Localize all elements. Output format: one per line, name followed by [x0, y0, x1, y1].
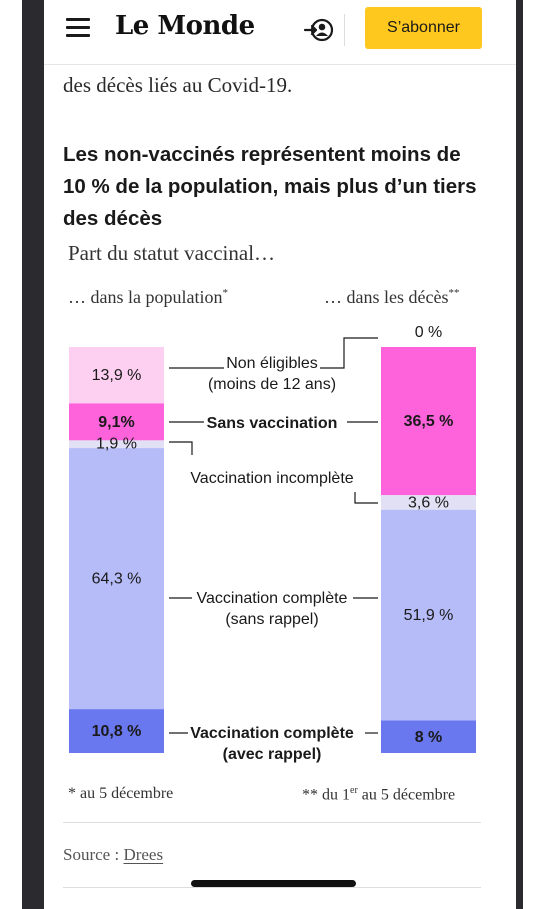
value-label-0-2: 1,9 %: [96, 435, 137, 452]
source-link[interactable]: Drees: [123, 845, 164, 864]
legend-label-3-1: (sans rappel): [225, 611, 318, 628]
connector-right-0: [320, 337, 378, 369]
chart-title: Les non-vaccinés représentent moins de 1…: [63, 143, 477, 230]
bar-segment-0-4: [69, 709, 164, 753]
stacked-bar-chart: 13,9 % 0 % 9,1% 36,5 % 1,9 % 3,6 % 64,3 % 51,9 …: [69, 324, 476, 763]
value-label-0-0: 13,9 %: [92, 367, 142, 384]
legend-label-2-0: Vaccination incomplète: [190, 470, 353, 487]
bar-segment-1-1: [381, 347, 476, 496]
home-indicator[interactable]: [191, 880, 356, 887]
source-separator: [63, 822, 481, 823]
connector-left-2: [169, 441, 193, 455]
source-line: Source : Drees: [63, 845, 164, 864]
connector-right-2: [354, 492, 378, 504]
screen-edge-right: [523, 0, 538, 909]
value-label-1-0: 0 %: [415, 324, 443, 341]
column-label-deaths: … dans les décès**: [324, 287, 460, 307]
legend-label-4-0: Vaccination complète: [190, 725, 354, 742]
chart-subtitle: Part du statut vaccinal…: [68, 241, 276, 265]
bar-segment-0-2: [69, 440, 164, 449]
footnote-deaths: ** du 1er au 5 décembre: [302, 785, 456, 804]
bottom-separator: [63, 887, 481, 888]
article-page: Le Monde S’abonner des décès liés au Cov…: [44, 0, 516, 909]
value-label-0-3: 64,3 %: [92, 571, 142, 588]
top-navigation-bar: Le Monde S’abonner: [44, 0, 516, 65]
legend-label-0-0: Non éligibles: [226, 355, 318, 372]
legend-label-4-1: (avec rappel): [223, 746, 322, 763]
legend-label-3-0: Vaccination complète: [197, 590, 348, 607]
legend-label-1-0: Sans vaccination: [207, 415, 338, 432]
header-divider: [344, 14, 345, 46]
bar-segment-1-3: [381, 509, 476, 721]
value-label-0-1: 9,1%: [98, 414, 134, 431]
value-label-1-2: 3,6 %: [408, 494, 449, 511]
menu-icon[interactable]: [66, 18, 90, 37]
column-label-population: … dans la population*: [68, 287, 228, 307]
previous-paragraph-text: des décès liés au Covid-19.: [63, 73, 293, 97]
bar-segment-1-4: [381, 720, 476, 753]
value-label-1-1: 36,5 %: [404, 413, 454, 430]
bar-segment-0-0: [69, 347, 164, 404]
bar-segment-0-3: [69, 448, 164, 710]
value-label-1-4: 8 %: [415, 729, 443, 746]
screen-edge-left: [0, 0, 22, 909]
footnote-population: * au 5 décembre: [68, 785, 174, 802]
site-logo[interactable]: Le Monde: [115, 11, 255, 41]
value-label-1-3: 51,9 %: [404, 607, 454, 624]
bar-segment-1-2: [381, 495, 476, 510]
bar-segment-0-1: [69, 403, 164, 441]
account-login-icon[interactable]: [303, 14, 335, 46]
subscribe-button[interactable]: S’abonner: [365, 7, 482, 49]
legend-label-0-1: (moins de 12 ans): [208, 376, 336, 393]
value-label-0-4: 10,8 %: [92, 723, 142, 740]
